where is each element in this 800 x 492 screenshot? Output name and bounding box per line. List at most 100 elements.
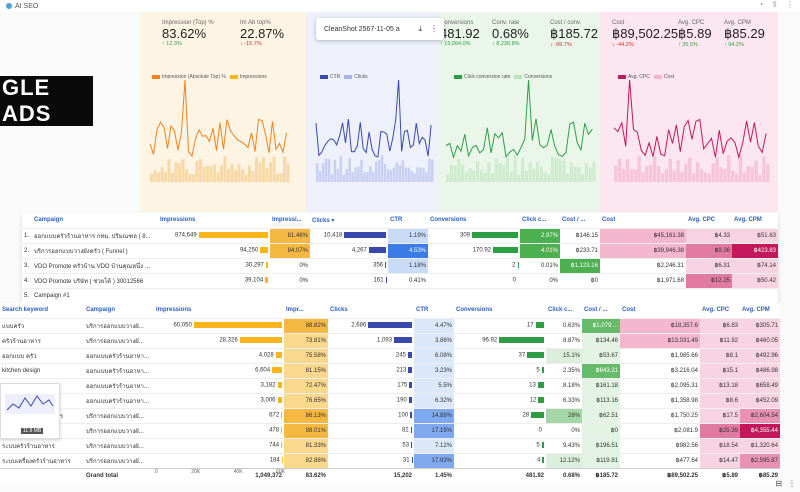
table-row[interactable]: แบบครัว บริการออกแบบวางผั... 60,050 88.82% 2… [0,318,780,333]
campaign-name[interactable]: VDO Promote ครัวบ้าน VDO บ้านคุณหนึ่ง ..… [34,263,150,270]
table-row[interactable]: 3. VDO Promote ครัวบ้าน VDO บ้านคุณหนึ่ง … [22,258,778,273]
table-row[interactable]: ครัวร้านอาหาร บริการออกแบบวางผั... 28,326 7… [0,333,780,348]
kpi-label: Avg. CPC [678,20,705,26]
table-row[interactable]: 5. Campaign #1 [22,288,778,303]
conversions-value: 5 [536,367,540,374]
cleanshot-popup[interactable]: CleanShot 2567-11-05 a ⤓ ⋮ [316,18,444,40]
table-row[interactable]: ออกแบบ ครัว ออกแบบครัวร้านอาหา... 4,028 75.… [0,348,780,363]
table-row[interactable]: kitchen design ออกแบบครัวร้านอาหา... 6,604… [0,363,780,378]
more-icon[interactable]: ⋮ [430,24,438,33]
chart-bar [727,155,731,182]
keyword-cell[interactable]: ระบบครัวร้านอาหาร [2,443,55,450]
legend-label: CTR [330,74,341,80]
table-row[interactable]: ระบบเครื่องครัวร้านอาหาร บริการออกแบบวางผ… [0,453,780,468]
kpi-value: 0.68% [492,26,529,41]
chart-bar [258,162,262,182]
conversions-value: 309 [459,232,470,239]
column-header[interactable]: Impressions [156,307,192,314]
chart-bar [419,167,422,182]
campaign-cell[interactable]: ออกแบบครัวร้านอาหา... [86,368,149,375]
column-header[interactable]: Avg. CPC [702,307,730,314]
extension-icon[interactable]: ◔ [758,0,764,9]
chart-bar [401,160,404,182]
campaign-cell[interactable]: บริการออกแบบวางผั... [86,338,144,345]
campaign-cell[interactable]: บริการออกแบบวางผั... [86,458,144,465]
column-header[interactable]: Campaign [86,307,116,314]
campaign-cell[interactable]: บริการออกแบบวางผั... [86,443,144,450]
campaign-cell[interactable]: บริการออกแบบวางผั... [86,413,144,420]
table-row[interactable]: ระบบครัวร้านอาหาร บริการออกแบบวางผั... 744… [0,438,780,453]
table-view-icon[interactable]: ⊟ [775,479,782,488]
campaign-cell[interactable]: ออกแบบครัวร้านอาหา... [86,398,149,405]
column-header[interactable]: Clicks [330,307,348,314]
screenshot-thumbnail[interactable]: 11.8 MB [0,383,60,439]
column-header[interactable]: Click c... [522,217,547,224]
column-header[interactable]: Avg. CPM [734,217,762,224]
browser-tab[interactable]: AI SEO [6,3,38,10]
campaign-cell[interactable]: บริการออกแบบวางผั... [86,428,144,435]
column-header[interactable]: Conversions [430,217,467,224]
keyword-cell[interactable]: ครัวร้านอาหาร [2,338,41,345]
column-header[interactable]: Cost [622,307,636,314]
keyword-cell[interactable]: ออกแบบ ครัว [2,353,37,360]
table-row[interactable]: ครัวร้านอาหารออกแบบครัวร้านอาหา...3,0067… [0,393,780,408]
table-row[interactable]: บริการออกแบบวางผั... 478 98.01% 82 17.15% 0 0%… [0,423,780,438]
imp-top-cell: 88.82% [284,318,328,333]
menu-icon[interactable]: ⋮ [786,0,794,9]
clicks-bar [408,367,412,374]
chart-bar [157,172,160,182]
clicks-cell [310,288,388,303]
column-header[interactable]: Impressi... [272,217,302,224]
kpi-p4-2: Avg. CPM ฿85.29 ↑ 94.2% [724,20,765,48]
table-row[interactable]: 1. ออกแบบครัวร้านอาหาร กทม. ปริมณฑล ( 8..… [22,228,778,243]
kpi-p3-0: Conversions 481.92 ↑ 15,064.0% [440,20,480,47]
cost-cell: ฿1,985.66 [670,353,698,359]
column-header[interactable]: Campaign [34,217,64,224]
column-header[interactable]: Avg. CPC [688,217,716,224]
clicks-value: 175 [397,382,408,389]
impressions-value: 184 [269,457,280,464]
campaign-cell[interactable]: ออกแบบครัวร้านอาหา... [86,383,149,390]
column-header[interactable]: Cost / ... [562,217,586,224]
avg-cpm-cell: ฿74.14 [732,258,778,273]
campaign-name[interactable]: บริการออกแบบวางผังครัว ( Funnel ) [34,248,128,255]
kpi-label: Im Ab top% [240,20,271,26]
more-options-icon[interactable]: ⋮ [788,479,796,488]
column-header[interactable]: Avg. CPM [742,307,770,314]
conversions-bar [542,457,544,464]
column-header[interactable]: Cost / ... [584,307,608,314]
column-header[interactable]: Conversions [456,307,493,314]
conv-rate-cell: 2.97% [520,228,560,243]
share-icon[interactable]: ⇪ [771,0,778,9]
column-header[interactable]: Cost [602,217,616,224]
column-header[interactable]: CTR [390,217,403,224]
column-header[interactable]: CTR [416,307,429,314]
column-header[interactable]: Clicks ▾ [312,217,335,224]
campaign-name[interactable]: Campaign #1 [34,292,70,299]
chart-bar [633,169,637,182]
keyword-cell[interactable]: kitchen design [2,367,41,374]
table-row[interactable]: 2. บริการออกแบบวางผังครัว ( Funnel ) 94,25… [22,243,778,258]
campaign-name[interactable]: VDO Promote บริษัท ( ช่วยได้ ) 30012566 [34,278,144,285]
impressions-value: 3,182 [260,382,276,389]
campaign-name[interactable]: ออกแบบครัวร้านอาหาร กทม. ปริมณฑล ( 8... [34,233,151,240]
table-row[interactable]: ครัวออกแบบครัวร้านอาหา...3,18272.47%1755… [0,378,780,393]
chart-bar [269,162,272,182]
keyword-cell[interactable]: ระบบเครื่องครัวร้านอาหาร [2,458,71,465]
column-header[interactable]: Impr... [286,307,304,314]
campaign-cell[interactable]: บริการออกแบบวางผั... [86,323,144,330]
impressions-cell: 39,104 [158,273,270,288]
chart-bar [188,174,192,182]
column-header[interactable]: Click c... [548,307,573,314]
column-header[interactable]: Search keyword [2,307,49,314]
table-row[interactable]: 4. VDO Promote บริษัท ( ช่วยได้ ) 3001256… [22,273,778,288]
cost-per-conv-cell: ฿233.71 [575,248,598,254]
keyword-cell[interactable]: แบบครัว [2,323,25,330]
column-header[interactable]: Impressions [160,217,196,224]
campaign-cell[interactable]: ออกแบบครัวร้านอาหา... [86,353,149,360]
download-icon[interactable]: ⤓ [418,24,422,33]
conv-rate-cell: 8.87% [562,337,580,344]
clicks-bar [410,412,412,419]
avg-cpc-cell: ฿6.83 [700,318,740,333]
table-row[interactable]: ออกแบบครัวร้านอาหารบริการออกแบบวางผั...6… [0,408,780,423]
